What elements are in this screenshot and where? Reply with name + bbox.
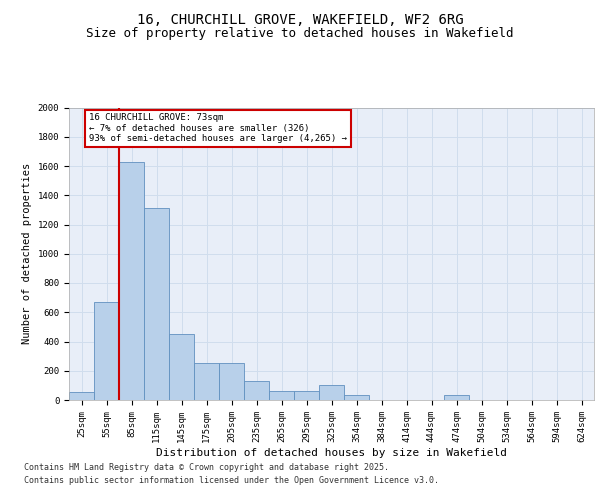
Bar (69, 392, 94, 400)
Bar (269, 391, 294, 400)
Bar (169, 334, 194, 400)
Bar (119, 162, 144, 400)
Text: Contains public sector information licensed under the Open Government Licence v3: Contains public sector information licen… (24, 476, 439, 485)
Bar (444, 395, 469, 400)
Text: Size of property relative to detached houses in Wakefield: Size of property relative to detached ho… (86, 28, 514, 40)
Bar (219, 364, 244, 400)
Y-axis label: Number of detached properties: Number of detached properties (22, 163, 32, 344)
Bar (294, 391, 319, 400)
Bar (194, 364, 219, 400)
Text: Contains HM Land Registry data © Crown copyright and database right 2025.: Contains HM Land Registry data © Crown c… (24, 462, 389, 471)
Bar (244, 381, 269, 400)
X-axis label: Distribution of detached houses by size in Wakefield: Distribution of detached houses by size … (156, 448, 507, 458)
Text: 16, CHURCHILL GROVE, WAKEFIELD, WF2 6RG: 16, CHURCHILL GROVE, WAKEFIELD, WF2 6RG (137, 12, 463, 26)
Bar (319, 386, 344, 400)
Bar (144, 208, 169, 400)
Bar (94, 302, 119, 400)
Text: 16 CHURCHILL GROVE: 73sqm
← 7% of detached houses are smaller (326)
93% of semi-: 16 CHURCHILL GROVE: 73sqm ← 7% of detach… (89, 114, 347, 143)
Bar (344, 395, 369, 400)
